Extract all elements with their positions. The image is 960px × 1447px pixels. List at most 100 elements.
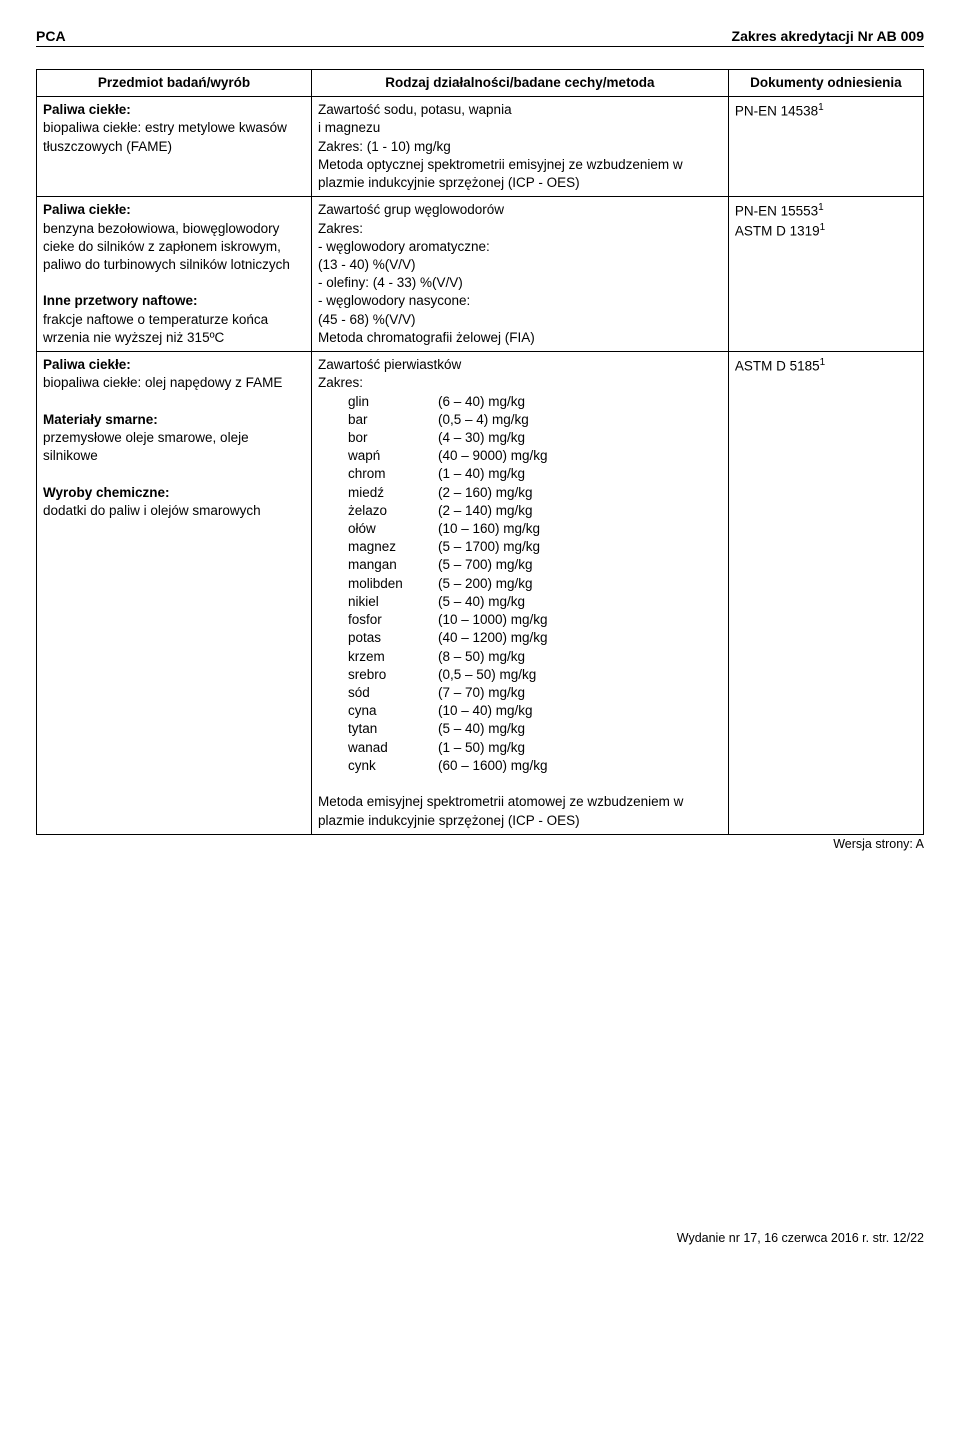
cell-method: Zawartość pierwiastków Zakres: glin(6 – … (311, 352, 728, 835)
accreditation-table: Przedmiot badań/wyrób Rodzaj działalnośc… (36, 69, 924, 835)
method-text: (45 - 68) %(V/V) (318, 312, 416, 327)
element-range: (6 – 40) mg/kg (438, 393, 722, 411)
method-text: Zawartość pierwiastków (318, 357, 461, 372)
method-text: Zawartość sodu, potasu, wapnia (318, 102, 512, 117)
element-name: cynk (348, 757, 438, 775)
header-left: PCA (36, 28, 66, 44)
doc-ref: PN-EN 14538 (735, 104, 818, 119)
element-range: (5 – 700) mg/kg (438, 556, 722, 574)
doc-ref-sup: 1 (818, 202, 824, 213)
subject-text: paliwo do turbinowych silników lotniczyc… (43, 257, 290, 272)
element-name: bar (348, 411, 438, 429)
cell-docs: PN-EN 145381 (728, 97, 923, 197)
subject-text: benzyna bezołowiowa, biowęglowodory ciek… (43, 221, 281, 254)
element-range: (2 – 160) mg/kg (438, 484, 722, 502)
element-name: wapń (348, 447, 438, 465)
cell-method: Zawartość grup węglowodorów Zakres: - wę… (311, 197, 728, 352)
element-name: cyna (348, 702, 438, 720)
element-name: sód (348, 684, 438, 702)
subject-title: Materiały smarne: (43, 412, 158, 427)
cell-subject: Paliwa ciekłe: biopaliwa ciekłe: estry m… (37, 97, 312, 197)
table-row: Paliwa ciekłe: biopaliwa ciekłe: olej na… (37, 352, 924, 835)
element-name: potas (348, 629, 438, 647)
method-text: Zakres: (1 - 10) mg/kg (318, 139, 451, 154)
subject-text: dodatki do paliw i olejów smarowych (43, 503, 261, 518)
element-range: (10 – 160) mg/kg (438, 520, 722, 538)
method-text: Metoda optycznej spektrometrii emisyjnej… (318, 157, 683, 190)
element-name: ołów (348, 520, 438, 538)
method-text: Zakres: (318, 375, 363, 390)
elements-grid: glin(6 – 40) mg/kgbar(0,5 – 4) mg/kgbor(… (348, 393, 722, 776)
subject-title: Wyroby chemiczne: (43, 485, 170, 500)
page-header: PCA Zakres akredytacji Nr AB 009 (36, 28, 924, 47)
element-range: (10 – 1000) mg/kg (438, 611, 722, 629)
col-header-method: Rodzaj działalności/badane cechy/metoda (311, 70, 728, 97)
cell-subject: Paliwa ciekłe: benzyna bezołowiowa, biow… (37, 197, 312, 352)
element-range: (5 – 40) mg/kg (438, 593, 722, 611)
cell-subject: Paliwa ciekłe: biopaliwa ciekłe: olej na… (37, 352, 312, 835)
subject-title: Paliwa ciekłe: (43, 102, 131, 117)
cell-docs: PN-EN 155531 ASTM D 13191 (728, 197, 923, 352)
cell-method: Zawartość sodu, potasu, wapnia i magnezu… (311, 97, 728, 197)
table-row: Paliwa ciekłe: biopaliwa ciekłe: estry m… (37, 97, 924, 197)
element-name: nikiel (348, 593, 438, 611)
subject-title: Paliwa ciekłe: (43, 357, 131, 372)
method-text: Metoda emisyjnej spektrometrii atomowej … (318, 794, 683, 827)
method-text: Zawartość grup węglowodorów (318, 202, 504, 217)
element-name: glin (348, 393, 438, 411)
element-name: wanad (348, 739, 438, 757)
element-name: srebro (348, 666, 438, 684)
col-header-docs: Dokumenty odniesienia (728, 70, 923, 97)
element-range: (40 – 9000) mg/kg (438, 447, 722, 465)
page-footer: Wydanie nr 17, 16 czerwca 2016 r. str. 1… (36, 1231, 924, 1245)
header-right: Zakres akredytacji Nr AB 009 (732, 28, 924, 44)
element-range: (5 – 40) mg/kg (438, 720, 722, 738)
element-name: żelazo (348, 502, 438, 520)
subject-text: biopaliwa ciekłe: olej napędowy z FAME (43, 375, 282, 390)
doc-ref-sup: 1 (820, 222, 826, 233)
method-text: - węglowodory aromatyczne: (318, 239, 490, 254)
element-name: tytan (348, 720, 438, 738)
method-text: - węglowodory nasycone: (318, 293, 470, 308)
method-text: Metoda chromatografii żelowej (FIA) (318, 330, 535, 345)
subject-text: przemysłowe oleje smarowe, oleje silniko… (43, 430, 249, 463)
table-header-row: Przedmiot badań/wyrób Rodzaj działalnośc… (37, 70, 924, 97)
subject-title: Paliwa ciekłe: (43, 202, 131, 217)
element-range: (5 – 1700) mg/kg (438, 538, 722, 556)
method-text: - olefiny: (4 - 33) %(V/V) (318, 275, 463, 290)
element-range: (7 – 70) mg/kg (438, 684, 722, 702)
method-text: (13 - 40) %(V/V) (318, 257, 416, 272)
table-row: Paliwa ciekłe: benzyna bezołowiowa, biow… (37, 197, 924, 352)
element-range: (8 – 50) mg/kg (438, 648, 722, 666)
element-name: bor (348, 429, 438, 447)
subject-text: frakcje naftowe o temperaturze końca wrz… (43, 312, 268, 345)
col-header-subject: Przedmiot badań/wyrób (37, 70, 312, 97)
subject-title: Inne przetwory naftowe: (43, 293, 198, 308)
element-name: chrom (348, 465, 438, 483)
method-text: i magnezu (318, 120, 380, 135)
element-range: (40 – 1200) mg/kg (438, 629, 722, 647)
doc-ref-sup: 1 (818, 102, 824, 113)
element-range: (60 – 1600) mg/kg (438, 757, 722, 775)
element-range: (2 – 140) mg/kg (438, 502, 722, 520)
doc-ref: ASTM D 5185 (735, 359, 820, 374)
element-name: molibden (348, 575, 438, 593)
subject-text: biopaliwa ciekłe: estry metylowe kwasów … (43, 120, 287, 153)
element-name: mangan (348, 556, 438, 574)
method-text: Zakres: (318, 221, 363, 236)
element-range: (10 – 40) mg/kg (438, 702, 722, 720)
element-name: miedź (348, 484, 438, 502)
element-name: krzem (348, 648, 438, 666)
element-range: (5 – 200) mg/kg (438, 575, 722, 593)
cell-docs: ASTM D 51851 (728, 352, 923, 835)
doc-ref-sup: 1 (820, 357, 826, 368)
page-version: Wersja strony: A (36, 837, 924, 851)
element-range: (1 – 40) mg/kg (438, 465, 722, 483)
element-range: (4 – 30) mg/kg (438, 429, 722, 447)
doc-ref: ASTM D 1319 (735, 224, 820, 239)
element-name: magnez (348, 538, 438, 556)
element-name: fosfor (348, 611, 438, 629)
doc-ref: PN-EN 15553 (735, 204, 818, 219)
element-range: (0,5 – 50) mg/kg (438, 666, 722, 684)
element-range: (1 – 50) mg/kg (438, 739, 722, 757)
